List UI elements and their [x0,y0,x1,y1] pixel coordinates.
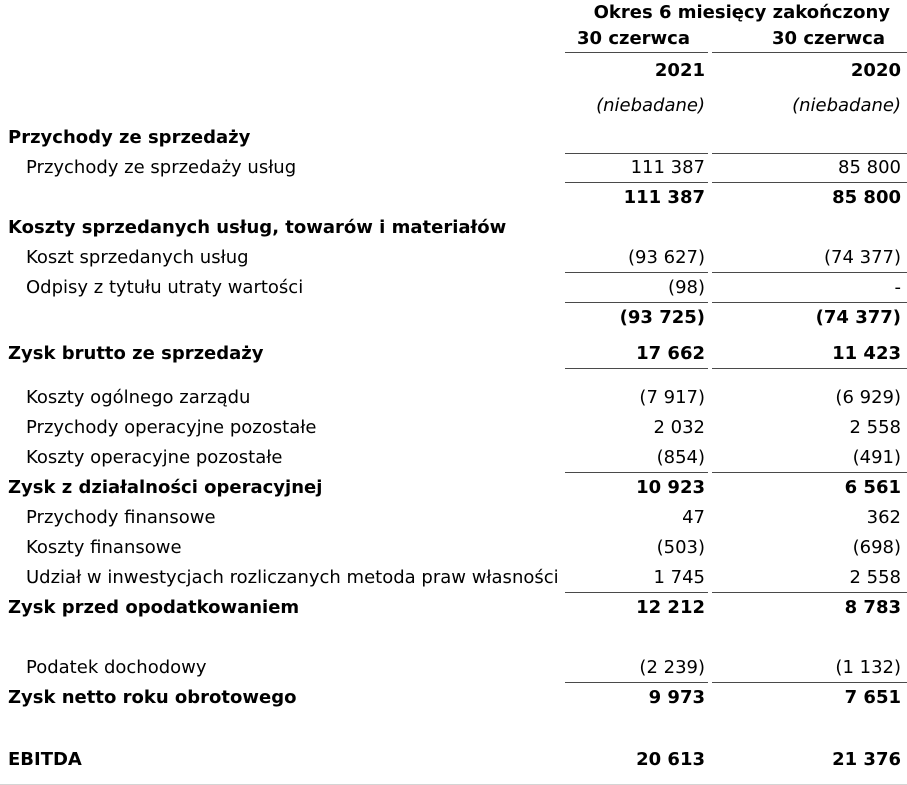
table-row: Podatek dochodowy (2 239) (1 132) [0,653,907,683]
row-label: Odpisy z tytułu utraty wartości [26,277,304,298]
table-row: Zysk z działalności operacyjnej 10 923 6 5… [0,473,907,503]
value-2021: (854) [565,443,708,473]
value-2021: 17 662 [565,339,708,369]
col-2021-date: 30 czerwca [565,26,708,53]
value-2021: (93 725) [619,307,705,328]
table-row: Przychody finansowe 47 362 [0,503,907,533]
row-label: Zysk przed opodatkowaniem [8,597,300,618]
header-row-years: 2021 2020 [0,53,907,89]
value-2021: 12 212 [636,597,705,618]
table-body: Przychody ze sprzedaży Przychody ze sprze… [0,123,907,775]
row-label [0,303,561,333]
value-2021: (503) [656,537,705,558]
value-2020: 7 651 [844,687,901,708]
table-row: Koszty ogólnego zarządu (7 917) (6 929) [0,383,907,413]
row-label: Podatek dochodowy [26,657,207,678]
table-row: Zysk brutto ze sprzedaży 17 662 11 423 [0,339,907,369]
table-row: EBITDA 20 613 21 376 [0,745,907,775]
header-spacer [0,26,561,53]
value-2020: 6 561 [844,477,901,498]
header-spacer [0,0,561,26]
value-2020: (1 132) [712,653,907,683]
value-2020 [712,213,907,243]
value-2021: 111 387 [623,187,705,208]
col-2020-year: 2020 [850,60,901,81]
value-2020: 2 558 [712,563,907,593]
table-row: Zysk przed opodatkowaniem 12 212 8 783 [0,593,907,623]
row-label: Koszty ogólnego zarządu [26,387,251,408]
period-title: Okres 6 miesięcy zakończony [593,2,890,23]
table-row: Koszty finansowe (503) (698) [0,533,907,563]
value-2020: (6 929) [835,387,901,408]
value-2020: 85 800 [712,153,907,183]
table-row: Koszty operacyjne pozostałe (854) (491) [0,443,907,473]
row-label: Przychody operacyjne pozostałe [26,417,317,438]
value-2021: (7 917) [639,387,705,408]
row-label: Zysk netto roku obrotowego [8,687,297,708]
table-row: Przychody ze sprzedaży [0,123,907,153]
col-2021-note: (niebadane) [596,95,705,116]
header-spacer [0,89,561,123]
table-row: 111 387 85 800 [0,183,907,213]
value-2020: 11 423 [712,339,907,369]
col-2021-year: 2021 [654,60,705,81]
table-row: Zysk netto roku obrotowego 9 973 7 651 [0,683,907,713]
col-2020-date: 30 czerwca [712,26,907,53]
value-2021: 20 613 [636,749,705,770]
header-row-period: Okres 6 miesięcy zakończony [0,0,907,26]
value-2020: (74 377) [712,243,907,273]
row-label: Zysk z działalności operacyjnej [8,477,323,498]
value-2020: - [712,273,907,303]
value-2020: (74 377) [815,307,901,328]
table-row: (93 725) (74 377) [0,303,907,333]
value-2021: 1 745 [565,563,708,593]
value-2020: 2 558 [849,417,901,438]
value-2021: (2 239) [565,653,708,683]
row-label: Zysk brutto ze sprzedaży [8,343,264,364]
value-2021: (93 627) [565,243,708,273]
row-label: Koszty finansowe [26,537,182,558]
value-2021: 10 923 [636,477,705,498]
value-2021 [565,213,708,243]
value-2020: 85 800 [832,187,901,208]
value-2020: 8 783 [844,597,901,618]
header-row-notes: (niebadane) (niebadane) [0,89,907,123]
value-2021: 9 973 [648,687,705,708]
value-2020: 362 [866,507,901,528]
value-2021: 111 387 [565,153,708,183]
value-2021: (98) [565,273,708,303]
row-label: Przychody finansowe [26,507,216,528]
row-label: Koszty sprzedanych usług, towarów i mate… [8,217,507,238]
table-row: Udział w inwestycjach rozliczanych metod… [0,563,907,593]
value-2020: (491) [712,443,907,473]
value-2020: 21 376 [832,749,901,770]
table-row: Koszty sprzedanych usług, towarów i mate… [0,213,907,243]
row-label: Przychody ze sprzedaży usług [26,157,297,178]
row-label: Koszt sprzedanych usług [26,247,249,268]
col-2020-note: (niebadane) [792,95,901,116]
row-label: Koszty operacyjne pozostałe [26,447,283,468]
table-row: Koszt sprzedanych usług (93 627) (74 377) [0,243,907,273]
row-label: Udział w inwestycjach rozliczanych metod… [26,567,559,588]
header-spacer [0,53,561,89]
table-row: Przychody ze sprzedaży usług 111 387 85 80… [0,153,907,183]
row-label: EBITDA [8,749,82,770]
row-label: Przychody ze sprzedaży [8,127,251,148]
table-row: Przychody operacyjne pozostałe 2 032 2 558 [0,413,907,443]
value-2020: (698) [852,537,901,558]
value-2021: 47 [682,507,705,528]
value-2021: 2 032 [653,417,705,438]
header-row-dates: 30 czerwca 30 czerwca [0,26,907,53]
row-label [0,183,561,213]
value-2021 [565,123,708,153]
value-2020 [712,123,907,153]
table-row: Odpisy z tytułu utraty wartości (98) - [0,273,907,303]
